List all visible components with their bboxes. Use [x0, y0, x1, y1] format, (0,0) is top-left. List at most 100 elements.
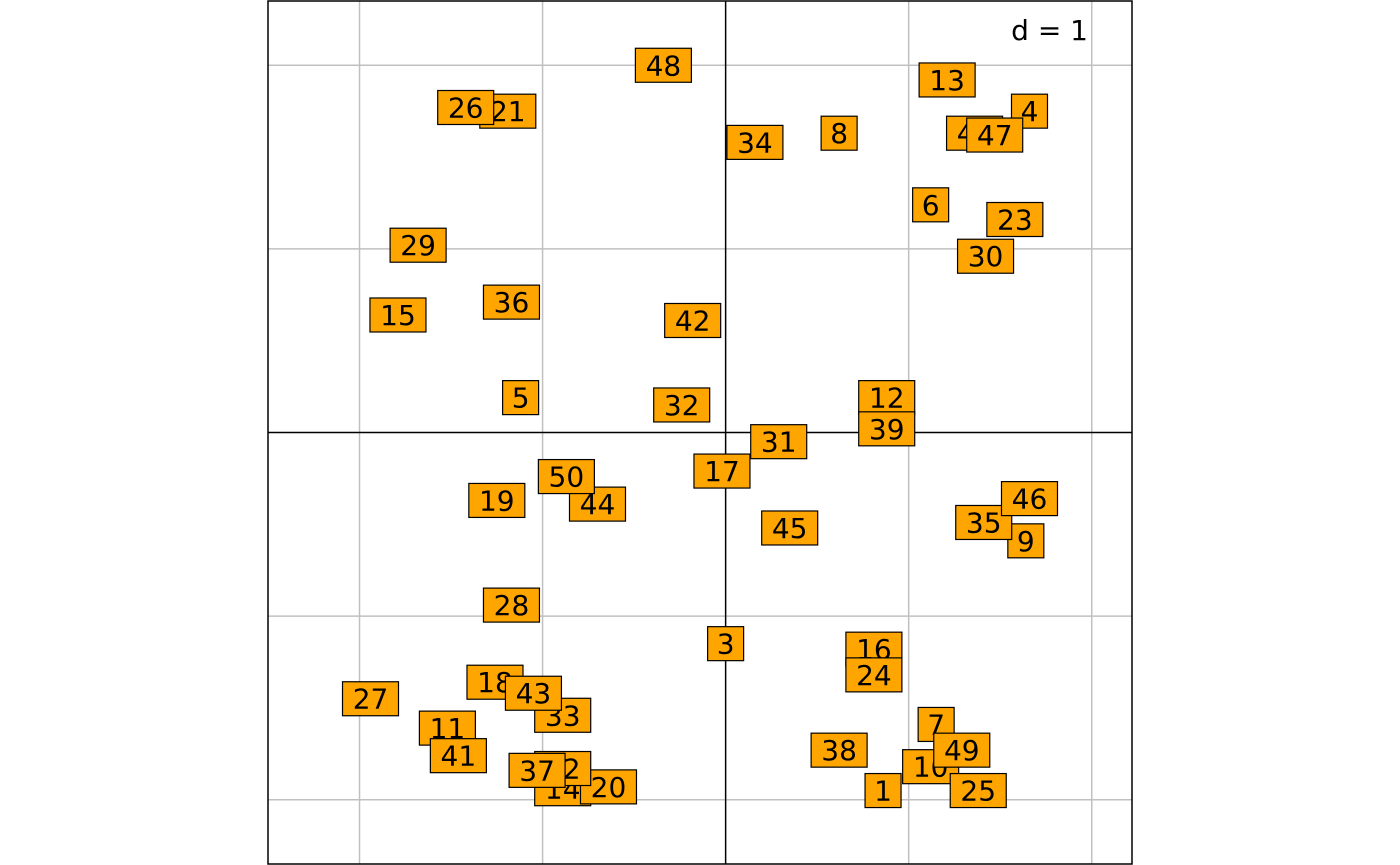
point-label-box: [726, 124, 784, 160]
point-label: 28: [482, 587, 541, 623]
point-label-box: [864, 772, 902, 809]
point-label-box: [933, 732, 991, 768]
point-label-text: 35: [966, 506, 1002, 539]
point-label: 24: [845, 657, 903, 693]
point-label-box: [504, 675, 563, 711]
point-label: 6: [912, 187, 950, 223]
point-label-box: [966, 117, 1024, 153]
point-label-text: 31: [761, 426, 797, 459]
point-label: 46: [1000, 481, 1059, 517]
point-label-text: 13: [929, 64, 965, 97]
point-label-box: [858, 380, 916, 416]
point-label-text: 3: [717, 628, 735, 661]
point-label: 37: [508, 752, 566, 788]
point-label-box: [429, 738, 487, 774]
point-label: 45: [761, 510, 819, 546]
point-label-text: 34: [737, 126, 773, 159]
point-label-text: 17: [704, 455, 740, 488]
point-label-text: 39: [869, 413, 905, 446]
point-label-box: [664, 302, 722, 339]
point-label-text: 45: [772, 512, 808, 545]
point-label-text: 20: [591, 771, 627, 804]
point-label: 30: [956, 238, 1015, 274]
point-label-text: 49: [944, 734, 980, 767]
point-label: 43: [504, 675, 563, 711]
point-label-text: 26: [448, 91, 484, 124]
point-label: 38: [810, 732, 868, 768]
point-label-box: [341, 681, 400, 717]
point-label: 32: [653, 387, 711, 423]
point-label: 39: [858, 411, 916, 447]
point-label-text: 24: [856, 659, 892, 692]
point-label-text: 21: [490, 95, 526, 128]
point-label: 3: [707, 626, 745, 662]
point-label-box: [502, 380, 540, 416]
point-label: 47: [966, 117, 1024, 153]
point-label-box: [389, 227, 447, 263]
point-label-text: 9: [1017, 525, 1035, 558]
point-label-text: 48: [646, 49, 682, 82]
point-label-box: [810, 732, 868, 768]
point-label-text: 6: [922, 189, 940, 222]
point-label: 9: [1007, 523, 1045, 559]
scale-label: d = 1: [1011, 14, 1088, 47]
point-label-text: 23: [997, 204, 1033, 237]
point-label-box: [508, 752, 566, 788]
point-label-box: [653, 387, 711, 423]
point-label-box: [918, 62, 976, 98]
point-label-text: 43: [516, 677, 552, 710]
point-label-text: 27: [353, 683, 389, 716]
point-label: 34: [726, 124, 784, 160]
point-label-box: [468, 482, 526, 519]
point-label: 1: [864, 772, 902, 809]
point-label: 26: [437, 89, 495, 126]
point-label: 13: [918, 62, 976, 98]
point-label-box: [858, 411, 916, 447]
point-label: 8: [820, 115, 858, 151]
point-label-box: [1007, 523, 1045, 559]
point-label-text: 19: [479, 484, 515, 517]
point-label: 5: [502, 380, 540, 416]
point-label-text: 25: [960, 775, 996, 808]
point-label-text: 38: [821, 734, 857, 767]
point-label: 15: [369, 297, 427, 333]
point-label-text: 15: [380, 299, 416, 332]
point-labels: 1345678910111213141516171819202122232425…: [341, 47, 1059, 809]
point-label-text: 30: [968, 240, 1004, 273]
point-label-text: 5: [512, 382, 530, 415]
point-label-box: [986, 201, 1044, 238]
point-label-box: [693, 453, 751, 489]
point-label-text: 37: [519, 754, 555, 787]
point-label: 25: [949, 772, 1007, 809]
point-label-text: 46: [1012, 483, 1048, 516]
point-label-box: [912, 187, 950, 223]
point-label: 23: [986, 201, 1044, 238]
point-label: 12: [858, 380, 916, 416]
point-label: 48: [634, 47, 692, 83]
point-label-text: 12: [869, 382, 905, 415]
point-label-box: [820, 115, 858, 151]
point-label-box: [482, 587, 541, 623]
point-label: 4: [1010, 93, 1049, 129]
origin-axes: [268, 1, 1132, 864]
point-label-box: [1000, 481, 1059, 517]
point-label-text: 29: [400, 229, 436, 262]
point-label-box: [369, 297, 427, 333]
point-label-text: 32: [664, 389, 700, 422]
plot-frame: [267, 0, 1133, 865]
point-label-text: 36: [494, 286, 530, 319]
point-label-text: 41: [441, 740, 477, 773]
point-label: 41: [429, 738, 487, 774]
point-label-box: [956, 238, 1015, 274]
point-label-text: 50: [549, 461, 585, 494]
point-label-box: [482, 284, 541, 320]
point-label-box: [707, 626, 745, 662]
point-label-text: 4: [1021, 95, 1039, 128]
point-label: 50: [537, 458, 595, 495]
point-label: 49: [933, 732, 991, 768]
point-label: 29: [389, 227, 447, 263]
point-label: 19: [468, 482, 526, 519]
point-label-box: [537, 458, 595, 495]
point-label: 42: [664, 302, 722, 339]
